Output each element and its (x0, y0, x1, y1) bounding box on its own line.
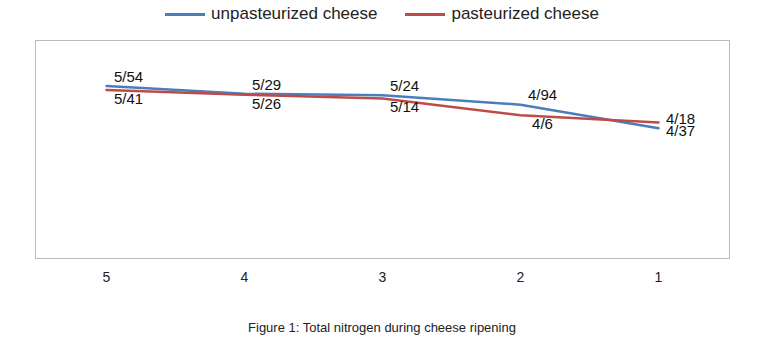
html-text:pasteurized cheese: pasteurized cheese (451, 4, 599, 23)
svg-text:2: 2 (517, 269, 525, 285)
svg-text:3: 3 (379, 269, 387, 285)
svg-text:5/29: 5/29 (252, 76, 281, 93)
svg-text:5/14: 5/14 (390, 98, 419, 115)
svg-text:4/37: 4/37 (666, 122, 695, 139)
svg-text:5/24: 5/24 (390, 77, 419, 94)
svg-text:5/54: 5/54 (114, 68, 143, 85)
svg-text:4/18: 4/18 (665, 110, 696, 128)
svg-text:1: 1 (655, 269, 663, 285)
html-text:Figure 1: Total nitrogen durin: Figure 1: Total nitrogen during cheese r… (248, 320, 516, 335)
svg-text:4/94: 4/94 (528, 86, 557, 103)
html-text:unpasteurized cheese: unpasteurized cheese (211, 4, 378, 23)
svg-text:5/41: 5/41 (114, 90, 143, 107)
svg-text:4/6: 4/6 (532, 115, 553, 132)
svg-text:4: 4 (241, 269, 249, 285)
svg-text:5: 5 (103, 269, 111, 285)
svg-text:5/26: 5/26 (252, 94, 281, 111)
